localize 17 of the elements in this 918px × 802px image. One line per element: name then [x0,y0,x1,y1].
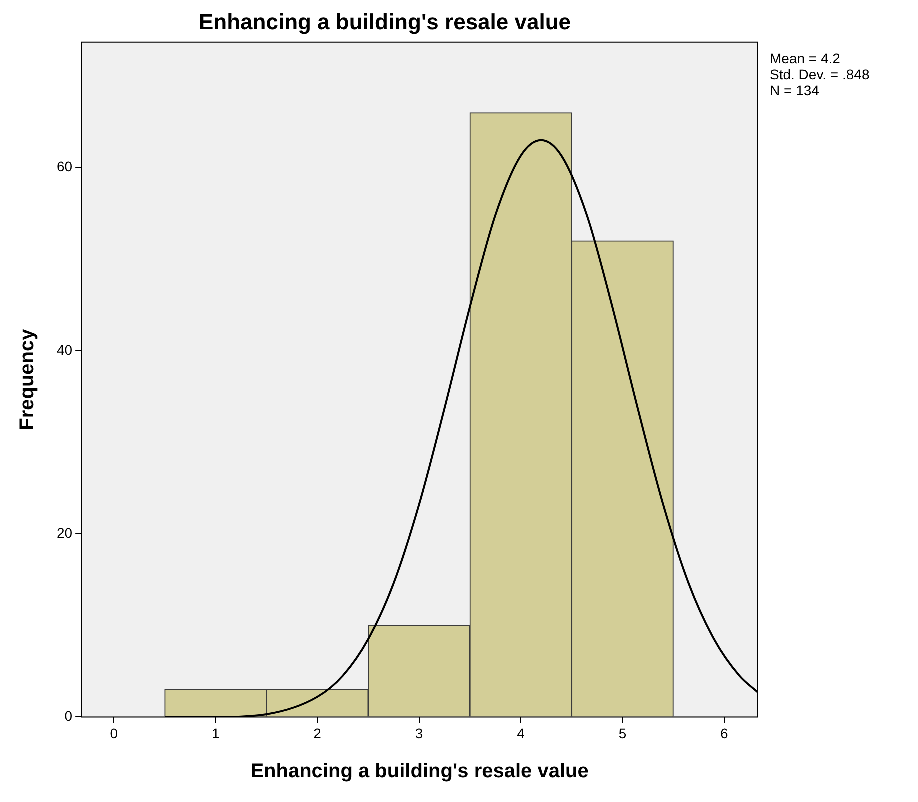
text: Mean = 4.2 [770,50,841,66]
x-tick-label: 2 [314,725,322,742]
x-tick-label: 1 [212,725,220,742]
x-tick-label: 6 [720,725,729,742]
x-tick-label: 3 [415,725,424,742]
y-tick-label: 20 [56,524,73,541]
y-axis-title: Frequency [16,328,39,430]
chart-title: Enhancing a building's resale value [198,9,572,34]
y-tick-label: 40 [56,342,73,358]
x-axis-title: Enhancing a building's resale value [250,760,589,783]
y-tick-label: 0 [64,708,73,724]
text: Std. Dev. = .848 [770,66,870,82]
x-tick-label: 0 [110,725,118,742]
x-tick-label: 4 [517,725,526,742]
text: N = 134 [770,82,820,98]
y-tick-label: 60 [56,158,73,175]
x-tick-label: 5 [618,725,627,742]
